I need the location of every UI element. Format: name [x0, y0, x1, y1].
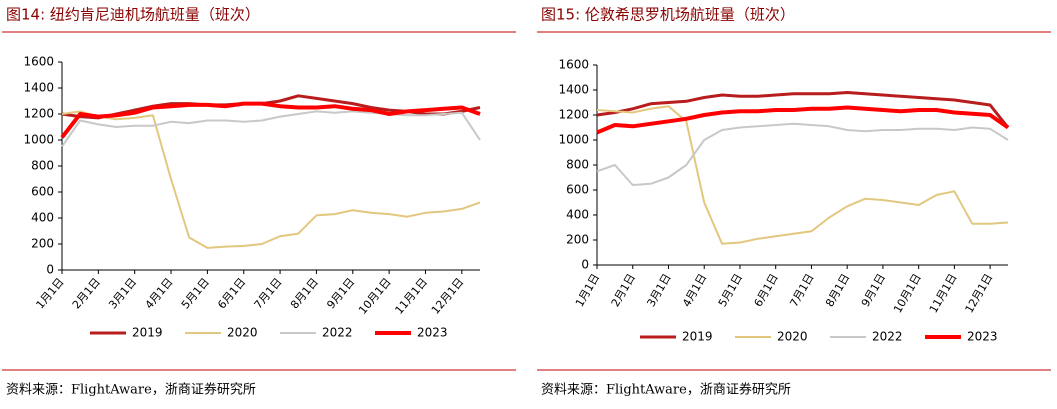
legend-label: 2022 — [872, 330, 903, 344]
x-tick-label: 9月1日 — [859, 272, 888, 310]
series-line — [596, 122, 1009, 186]
x-tick-label: 7月1日 — [252, 276, 285, 312]
source: 资料来源：FlightAware，浙商证券研究所 — [541, 382, 791, 398]
y-tick-label: 600 — [566, 183, 589, 197]
legend-label: 2022 — [322, 326, 353, 340]
x-tick-label: 1月1日 — [573, 272, 602, 310]
x-tick-label: 3月1日 — [106, 276, 139, 312]
x-tick-label: 12月1日 — [429, 276, 467, 317]
x-tick-label: 8月1日 — [288, 276, 321, 312]
x-tick-label: 12月1日 — [963, 271, 996, 315]
y-tick-label: 1400 — [23, 81, 54, 95]
chart-title: 图15: 伦敦希思罗机场航班量（班次） — [541, 6, 795, 24]
legend-label: 2020 — [777, 330, 808, 344]
legend-label: 2019 — [682, 330, 713, 344]
y-tick-label: 400 — [31, 211, 54, 225]
y-tick-label: 800 — [31, 159, 54, 173]
series-line — [596, 105, 1009, 245]
x-tick-label: 2月1日 — [70, 276, 103, 312]
y-tick-label: 1400 — [558, 83, 589, 97]
y-tick-label: 1000 — [558, 133, 589, 147]
series-line — [596, 91, 1010, 129]
y-tick-label: 200 — [566, 233, 589, 247]
y-tick-label: 0 — [46, 263, 54, 277]
y-tick-label: 400 — [566, 208, 589, 222]
x-tick-label: 6月1日 — [215, 276, 248, 312]
x-tick-label: 1月1日 — [33, 276, 66, 312]
series-line — [60, 101, 481, 139]
x-tick-label: 10月1日 — [891, 272, 924, 316]
x-tick-label: 11月1日 — [392, 276, 430, 317]
legend-label: 2019 — [132, 326, 163, 340]
series-line — [61, 110, 481, 148]
y-tick-label: 1000 — [23, 133, 54, 147]
y-tick-label: 1600 — [558, 58, 589, 72]
x-tick-label: 8月1日 — [823, 272, 852, 310]
legend-label: 2023 — [417, 326, 448, 340]
series-line — [596, 105, 1010, 135]
x-tick-label: 5月1日 — [716, 272, 745, 310]
y-tick-label: 800 — [566, 158, 589, 172]
y-tick-label: 600 — [31, 185, 54, 199]
y-tick-label: 200 — [31, 237, 54, 251]
source: 资料来源：FlightAware，浙商证券研究所 — [6, 382, 256, 398]
legend-label: 2020 — [227, 326, 258, 340]
x-tick-label: 4月1日 — [143, 276, 176, 312]
y-tick-label: 1200 — [23, 107, 54, 121]
legend-label: 2023 — [967, 330, 998, 344]
y-tick-label: 1600 — [23, 55, 54, 69]
x-tick-label: 2月1日 — [609, 272, 638, 310]
y-tick-label: 1200 — [558, 108, 589, 122]
y-tick-label: 0 — [581, 258, 589, 272]
x-tick-label: 7月1日 — [787, 272, 816, 310]
chart-title: 图14: 纽约肯尼迪机场航班量（班次） — [6, 6, 260, 24]
x-tick-label: 3月1日 — [644, 272, 673, 310]
x-tick-label: 6月1日 — [752, 272, 781, 310]
x-tick-label: 10月1日 — [356, 276, 394, 317]
x-tick-label: 9月1日 — [324, 276, 357, 312]
series-line — [61, 110, 481, 249]
x-tick-label: 5月1日 — [179, 276, 212, 312]
x-tick-label: 11月1日 — [927, 272, 960, 316]
x-tick-label: 4月1日 — [680, 272, 709, 310]
